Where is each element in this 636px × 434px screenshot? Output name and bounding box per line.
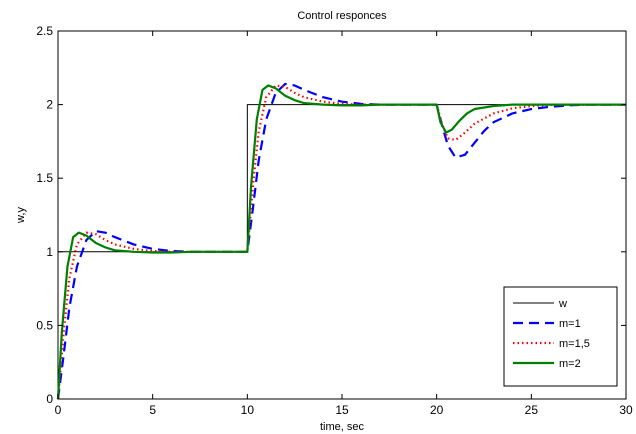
x-tick-label: 5 bbox=[149, 403, 156, 417]
y-axis-title: w,y bbox=[15, 207, 27, 224]
y-tick-label: 1 bbox=[46, 245, 53, 259]
x-tick-label: 15 bbox=[335, 403, 349, 417]
legend-label: m=1,5 bbox=[559, 338, 590, 350]
legend: w m=1 m=1,5 m=2 bbox=[503, 286, 618, 387]
legend-label: m=2 bbox=[559, 358, 581, 370]
x-tick-label: 20 bbox=[430, 403, 444, 417]
legend-label: m=1 bbox=[559, 318, 581, 330]
x-axis-title: time, sec bbox=[320, 421, 365, 433]
x-tick-label: 10 bbox=[241, 403, 255, 417]
y-tick-label: 2 bbox=[46, 98, 53, 112]
series-line-m-1 bbox=[56, 82, 626, 400]
legend-label: w bbox=[558, 298, 567, 310]
y-tick-label: 2.5 bbox=[36, 24, 53, 38]
tick-layer: 0 5 10 15 20 25 30 0 0.5 1 1.5 2 2.5 bbox=[36, 24, 633, 417]
series-line-m-2 bbox=[56, 84, 626, 400]
y-tick-label: 1.5 bbox=[36, 171, 53, 185]
x-tick-label: 30 bbox=[619, 403, 633, 417]
series-layer bbox=[56, 82, 627, 400]
x-tick-label: 25 bbox=[525, 403, 539, 417]
x-tick-label: 0 bbox=[55, 403, 62, 417]
y-tick-label: 0.5 bbox=[36, 318, 53, 332]
y-tick-label: 0 bbox=[46, 392, 53, 406]
chart-title: Control responces bbox=[297, 10, 387, 22]
